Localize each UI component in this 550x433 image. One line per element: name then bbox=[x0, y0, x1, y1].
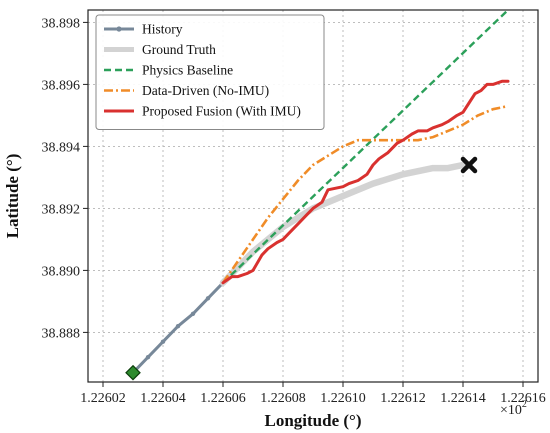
y-tick-label: 38.888 bbox=[42, 326, 81, 341]
marker-layer bbox=[125, 156, 478, 381]
series-point bbox=[160, 339, 166, 344]
legend-label: Physics Baseline bbox=[142, 63, 233, 78]
x-tick-label: 1.22602 bbox=[80, 391, 126, 406]
legend-item-proposed-fusion-with-imu: Proposed Fusion (With IMU) bbox=[104, 104, 301, 119]
legend-swatch-marker bbox=[116, 26, 122, 32]
x-tick-label: 1.22616 bbox=[500, 391, 546, 406]
legend-item-physics-baseline: Physics Baseline bbox=[104, 63, 233, 78]
series-point bbox=[205, 296, 211, 301]
x-offset-base: ×10 bbox=[500, 403, 522, 418]
start-marker bbox=[125, 364, 141, 381]
y-tick-label: 38.894 bbox=[42, 140, 81, 155]
series-layer bbox=[130, 9, 510, 375]
legend-label: History bbox=[142, 22, 183, 37]
legend-label: Ground Truth bbox=[142, 42, 216, 57]
legend-item-data-driven-no-imu: Data-Driven (No-IMU) bbox=[104, 83, 269, 98]
series-point bbox=[175, 324, 181, 329]
x-tick-label: 1.22612 bbox=[380, 391, 426, 406]
series-point bbox=[145, 355, 151, 360]
end-marker-stroke bbox=[460, 156, 478, 174]
series-point bbox=[190, 311, 196, 316]
end-marker bbox=[460, 156, 478, 174]
x-tick-label: 1.22614 bbox=[440, 391, 486, 406]
x-tick-label: 1.22608 bbox=[260, 391, 306, 406]
x-axis-offset: ×102 bbox=[500, 399, 527, 418]
legend: History Ground Truth Physics Baseline Data-… bbox=[95, 14, 325, 130]
x-tick-label: 1.22606 bbox=[200, 391, 246, 406]
legend-label: Data-Driven (No-IMU) bbox=[142, 83, 269, 98]
legend-item-history: History bbox=[104, 22, 183, 37]
y-tick-label: 38.898 bbox=[42, 16, 81, 31]
y-tick-label: 38.890 bbox=[42, 264, 81, 279]
x-axis-title: Longitude (°) bbox=[264, 411, 361, 430]
legend-item-ground-truth: Ground Truth bbox=[104, 42, 216, 57]
series-data-driven-no-imu bbox=[221, 104, 509, 284]
ticks: 1.22602 1.22604 1.22606 1.22608 1.22610 1.226… bbox=[42, 16, 546, 406]
y-tick-label: 38.892 bbox=[42, 202, 81, 217]
y-tick-label: 38.896 bbox=[42, 78, 81, 93]
x-tick-label: 1.22604 bbox=[140, 391, 186, 406]
x-offset-exponent: 2 bbox=[522, 399, 527, 410]
series-proposed-fusion-with-imu bbox=[221, 79, 510, 285]
x-tick-label: 1.22610 bbox=[320, 391, 366, 406]
y-axis-title: Latitude (°) bbox=[3, 154, 22, 239]
legend-label: Proposed Fusion (With IMU) bbox=[142, 104, 301, 119]
plot-frame bbox=[87, 9, 539, 383]
legend-box bbox=[95, 14, 325, 130]
